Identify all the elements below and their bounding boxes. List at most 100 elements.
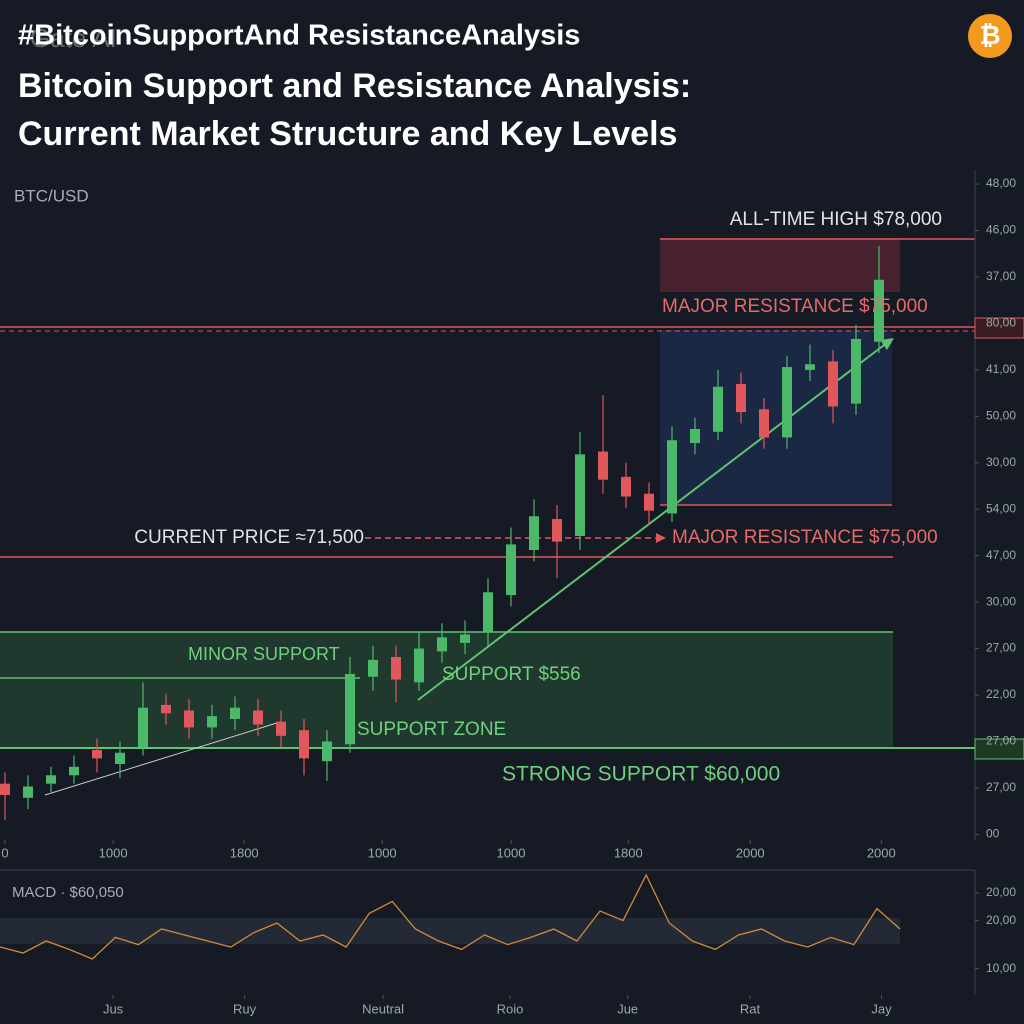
y-tick-label: 48,00 <box>986 176 1016 190</box>
labels: 48,00 46,00 37,00 80,00 41,00 50,00 30,00 54,00… <box>1 176 1016 1016</box>
x-tick-label: Ruy <box>233 1001 257 1016</box>
tick-highlight <box>974 317 1024 339</box>
candle-body <box>667 440 677 514</box>
candle-body <box>690 428 700 444</box>
trend-line <box>417 341 889 701</box>
candle-body <box>713 386 723 432</box>
y-tick-label: 47,00 <box>986 548 1016 562</box>
candle-body <box>345 673 355 745</box>
candle-body <box>483 592 493 632</box>
candle-body <box>184 710 194 728</box>
candle-body <box>529 516 539 551</box>
x-tick-label: Neutral <box>362 1001 404 1016</box>
macd-line <box>0 873 901 960</box>
macd-band <box>0 918 900 944</box>
candle-body <box>276 721 286 736</box>
candle-body <box>460 634 470 643</box>
x-tick-label: 2000 <box>867 845 896 860</box>
candle-body <box>621 476 631 497</box>
annotation: CURRENT PRICE ≈71,500 <box>134 527 364 548</box>
y-tick-label: 50,00 <box>986 408 1016 422</box>
annotation: SUPPORT ZONE <box>357 719 506 740</box>
x-tick-label: 1000 <box>99 845 128 860</box>
x-tick-label: 1000 <box>497 845 526 860</box>
y-tick-label: 30,00 <box>986 594 1016 608</box>
y-tick-label: 20,00 <box>986 913 1016 927</box>
x-tick-label: 2000 <box>736 845 765 860</box>
resistance-zone <box>660 238 900 292</box>
candle-body <box>161 704 171 714</box>
y-tick-label: 20,00 <box>986 885 1016 899</box>
arrow-head <box>656 533 666 543</box>
candle-body <box>552 519 562 542</box>
candle-body <box>368 659 378 677</box>
candle-body <box>207 716 217 728</box>
annotation: MINOR SUPPORT <box>188 644 340 664</box>
annotation: ALL-TIME HIGH $78,000 <box>730 209 942 230</box>
annotation: MAJOR RESISTANCE $75,000 <box>672 527 938 548</box>
x-tick-label: 1800 <box>230 845 259 860</box>
x-tick-label: Jus <box>103 1001 124 1016</box>
x-tick-label: Rat <box>740 1001 761 1016</box>
x-tick-label: 1800 <box>614 845 643 860</box>
title-line: Bitcoin Support and Resistance Analysis: <box>18 67 691 105</box>
candle-body <box>138 707 148 748</box>
candle-body <box>506 544 516 596</box>
candle-body <box>0 783 10 795</box>
y-tick-label: 46,00 <box>986 223 1016 237</box>
candle-body <box>437 637 447 652</box>
y-tick-label: 10,00 <box>986 961 1016 975</box>
candle-body <box>828 361 838 407</box>
y-tick-label: 27,00 <box>986 780 1016 794</box>
y-tick-label: 22,00 <box>986 687 1016 701</box>
x-tick-label: Roio <box>497 1001 524 1016</box>
candle-body <box>69 766 79 776</box>
candle-body <box>23 786 33 798</box>
candle-body <box>759 409 769 438</box>
y-tick-label: 37,00 <box>986 269 1016 283</box>
y-tick-label: 00 <box>986 827 1000 841</box>
candle-body <box>782 367 792 438</box>
y-tick-label: 41,00 <box>986 362 1016 376</box>
watermark: Gate AI <box>30 23 117 53</box>
y-tick-label: 30,00 <box>986 455 1016 469</box>
pair-label: BTC/USD <box>14 186 89 205</box>
x-tick-label: Jay <box>871 1001 892 1016</box>
trend-line <box>44 721 281 796</box>
y-tick-label: 27,00 <box>986 641 1016 655</box>
candle-body <box>414 648 424 683</box>
candle-body <box>598 451 608 480</box>
candle-body <box>874 279 884 342</box>
annotation: SUPPORT $556 <box>442 664 581 685</box>
candle-body <box>851 338 861 404</box>
candle-body <box>299 730 309 759</box>
candle-body <box>805 364 815 370</box>
marks <box>0 183 979 999</box>
bitcoin-symbol: ₿ <box>979 20 1000 50</box>
candle-body <box>230 707 240 719</box>
candle-body <box>253 710 263 725</box>
x-tick-label: 1000 <box>368 845 397 860</box>
candle-body <box>115 752 125 764</box>
candle-body <box>92 749 102 759</box>
macd-title: MACD · $60,050 <box>12 884 124 901</box>
candle-body <box>46 775 56 784</box>
y-tick-label: 27,00 <box>986 734 1016 748</box>
candle-body <box>391 657 401 680</box>
candle-body <box>575 454 585 536</box>
annotation: STRONG SUPPORT $60,000 <box>502 763 780 786</box>
candle-body <box>322 741 332 762</box>
bitcoin-icon <box>968 14 1012 58</box>
x-tick-label: 0 <box>1 845 8 860</box>
y-tick-label: 54,00 <box>986 501 1016 515</box>
candle-body <box>644 493 654 511</box>
candle-body <box>736 383 746 413</box>
annotation: MAJOR RESISTANCE $75,000 <box>662 296 928 317</box>
title-line: Current Market Structure and Key Levels <box>18 115 677 153</box>
hashtag: #BitcoinSupportAnd ResistanceAnalysis <box>18 20 580 52</box>
tick-highlight <box>974 738 1024 760</box>
y-tick-label: 80,00 <box>986 316 1016 330</box>
x-tick-label: Jue <box>617 1001 638 1016</box>
